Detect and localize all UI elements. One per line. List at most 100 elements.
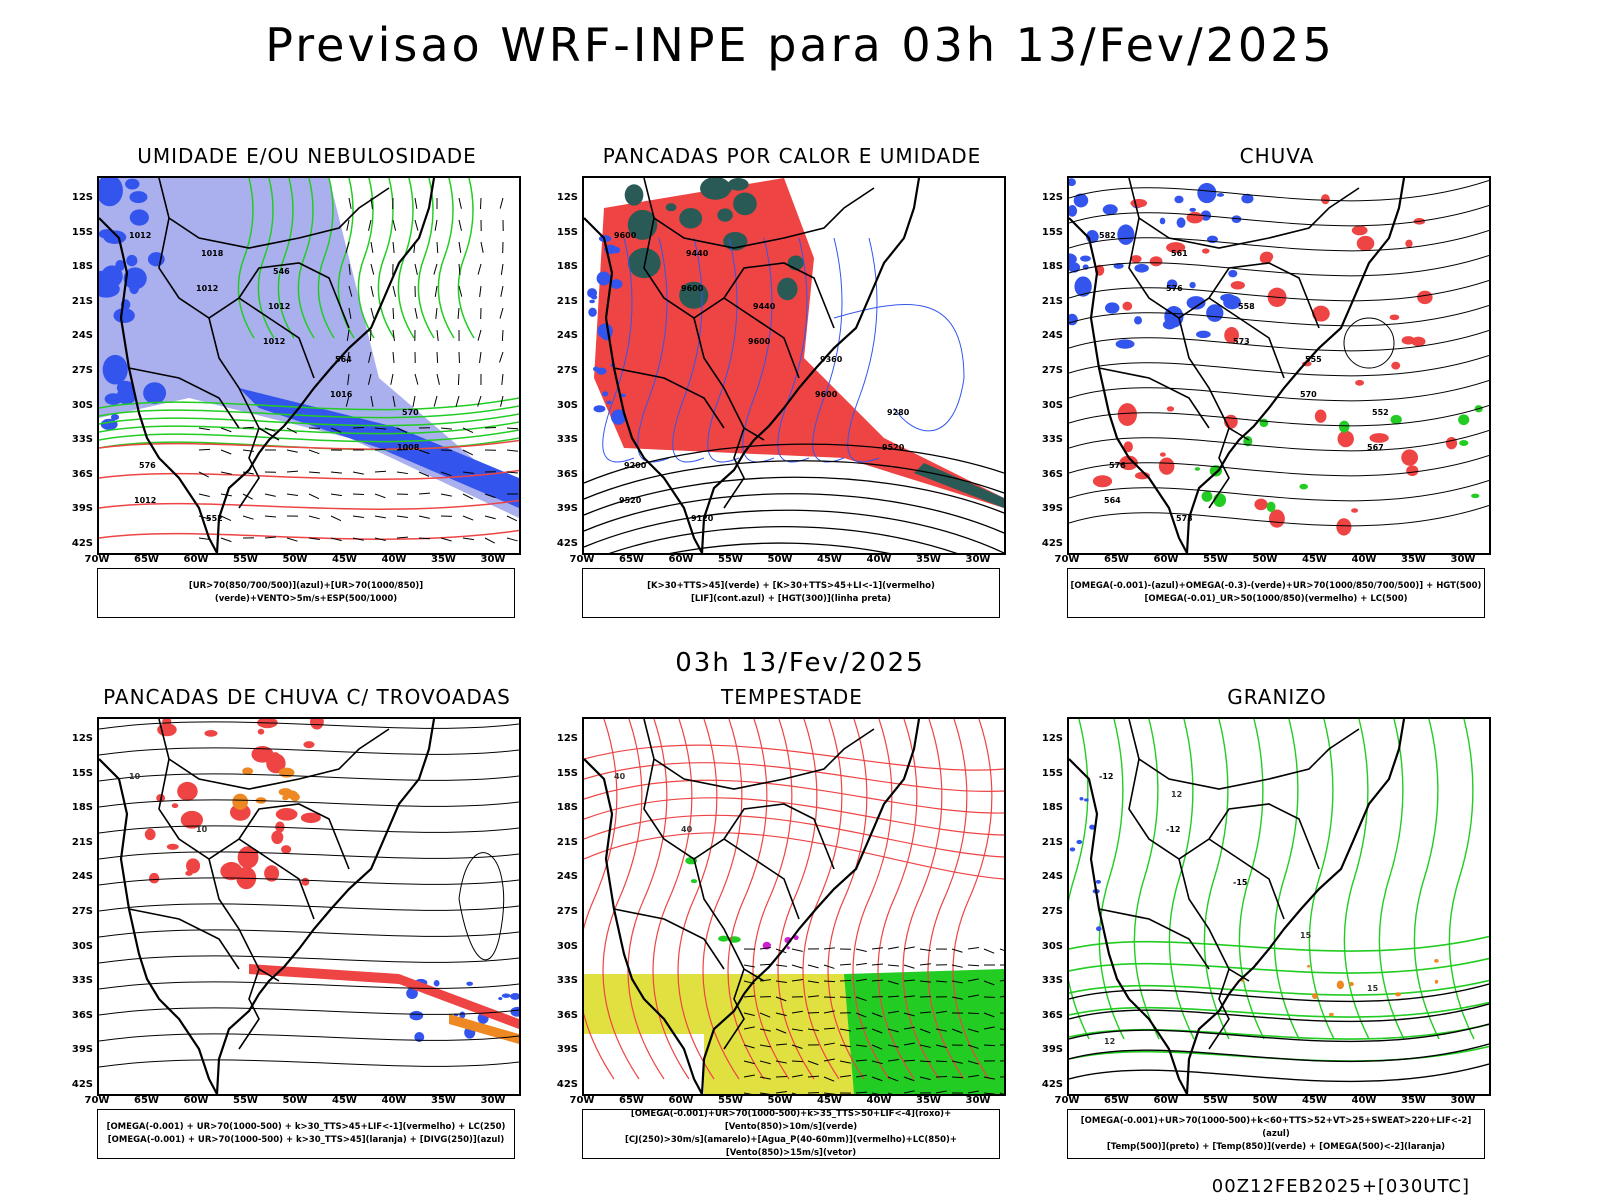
panel-1-contour-label: 564 [335, 355, 352, 364]
panel-5-contour-label: 40 [681, 825, 693, 834]
panel-6-border-0 [1128, 719, 1360, 790]
panel-5-wind-vector [983, 1012, 995, 1018]
panel-3-contour-label: 564 [1104, 496, 1121, 505]
panel-5-wind-vector [855, 1074, 867, 1078]
panel-2-contour-label: 9280 [887, 408, 910, 417]
panel-1-wind-vector [458, 241, 462, 253]
panel-3-field-patch [1123, 441, 1133, 453]
panel-2-coastline-east [700, 178, 921, 553]
panel-3-contour-label: 570 [1300, 390, 1317, 399]
panel-5-field-patch [718, 935, 729, 942]
panel-5-wind-vector [839, 963, 852, 966]
panel-1-wind-vector [414, 219, 419, 231]
panel-1-wind-vector [462, 427, 474, 434]
panel-1-humidity-contour [417, 178, 435, 339]
panel-5-wind-vector [951, 1028, 963, 1034]
panel-1-wind-vector [462, 515, 474, 521]
panel-1-wind-vector [345, 395, 350, 407]
panel-3-isoline [1069, 505, 1489, 527]
panel-5-water-contour [602, 719, 643, 1080]
panel-5-wind-vector [967, 1060, 979, 1065]
panel-1-wind-vector [414, 307, 418, 319]
panel-3-contour-label: 573 [1233, 337, 1250, 346]
panel-6-temp850-contour [1203, 719, 1230, 1040]
panel-2-lon-label: 35W [916, 554, 941, 565]
panel-5-lat-label: 21S [556, 836, 578, 848]
panel-1-wind-vector [500, 285, 504, 297]
panel-3-field-patch [1268, 509, 1285, 528]
panel-1-field-patch [99, 178, 123, 207]
panel-1-wind-vector [414, 373, 419, 385]
panel-2-coastline-west [584, 217, 703, 553]
panel-5-wind-vector [871, 1092, 879, 1094]
panel-5-water-contour [584, 832, 1004, 880]
panel-4-legend-line: [OMEGA(-0.001) + UR>70(1000-500) + k>30_… [106, 1122, 506, 1132]
run-timestamp: 00Z12FEB2025+[030UTC] [1211, 1176, 1470, 1197]
panel-3-field-patch [1159, 217, 1166, 225]
panel-5-wind-vector [823, 980, 836, 983]
panel-5-wind-vector [839, 1044, 851, 1048]
panel-1-wind-vector [458, 219, 462, 231]
panel-1-wind-vector [440, 427, 452, 430]
panel-5-water-contour [852, 719, 893, 1080]
panel-1-wind-vector [501, 329, 504, 342]
panel-4-lon-label: 55W [233, 1095, 258, 1106]
panel-4-field-patch [301, 877, 310, 886]
panel-1-wind-vector [370, 285, 374, 297]
panel-2-lat-label: 21S [556, 295, 578, 307]
panel-1-wind-vector [396, 471, 408, 475]
panel-1-wind-vector [264, 427, 276, 432]
panel-5-wind-vector [791, 948, 803, 952]
panel-5-wind-vector [775, 1060, 787, 1064]
panel-2-lat-label: 36S [556, 468, 578, 480]
panel-3-field-patch [1166, 242, 1186, 253]
panel-1-wind-vector [308, 471, 321, 474]
panel-5-wind-vector [743, 964, 755, 968]
panel-3-lon-label: 35W [1401, 554, 1426, 565]
panel-1-isoline [99, 397, 519, 411]
panel-1-wind-vector [500, 263, 504, 275]
panel-3-field-patch [1337, 430, 1354, 448]
panel-4-field-patch [264, 865, 280, 882]
panel-4-border-3 [238, 838, 315, 920]
panel-1-wind-vector [392, 395, 396, 407]
panel-1-lon-label: 50W [282, 554, 308, 565]
panel-6-temp850-contour [1343, 719, 1370, 1040]
panel-6-field-patch [1395, 992, 1402, 997]
panel-4-lat-label: 30S [71, 940, 93, 952]
panel-5-lon-label: 35W [916, 1095, 941, 1106]
panel-6-border-3 [1208, 838, 1285, 920]
panel-1-wind-vector [477, 263, 482, 275]
panel-3-border-5 [1098, 367, 1210, 429]
panel-3-legend-line: [OMEGA(-0.001)-(azul)+OMEGA(-0.3)-(verde… [1070, 581, 1482, 591]
panel-3-contour-label: 573 [1176, 514, 1193, 523]
panel-2-contour-label: 9520 [882, 443, 905, 452]
panel-1-wind-vector [347, 373, 350, 385]
panel-3-isoline [1069, 355, 1489, 377]
panel-4-field-patch [409, 1010, 424, 1021]
panel-5-wind-vector [775, 996, 787, 1002]
panel-5-wind-vector [935, 1044, 947, 1048]
panel-1-contour-label: 552 [206, 514, 223, 523]
panel-4-field-patch [230, 803, 251, 821]
panel-5-map: 40 40 [582, 717, 1006, 1096]
panel-5-water-contour [777, 719, 818, 1080]
panel-1-wind-vector [330, 537, 342, 542]
panel-1-lon-label: 35W [431, 554, 456, 565]
panel-1-wind-vector [308, 537, 320, 541]
panel-4-field-patch [266, 753, 286, 774]
panel-1-wind-vector [392, 241, 395, 253]
panel-4-lat-label: 24S [71, 871, 93, 883]
panel-3-field-patch [1194, 467, 1201, 471]
panel-1-lat-label: 39S [71, 503, 93, 515]
panel-5-wind-vector [759, 1076, 771, 1080]
panel-1-wind-vector [499, 307, 504, 319]
panel-3-isoline [1069, 305, 1489, 327]
panel-1-contour-label: 1008 [397, 443, 420, 452]
panel-1-wind-vector [374, 515, 386, 519]
panel-3-lon-label: 70W [1054, 554, 1080, 565]
panel-3-field-patch [1130, 255, 1142, 263]
panel-5-wind-vector [999, 995, 1004, 998]
panel-3-lon-label: 45W [1302, 554, 1327, 565]
panel-3-field-patch [1321, 194, 1330, 205]
